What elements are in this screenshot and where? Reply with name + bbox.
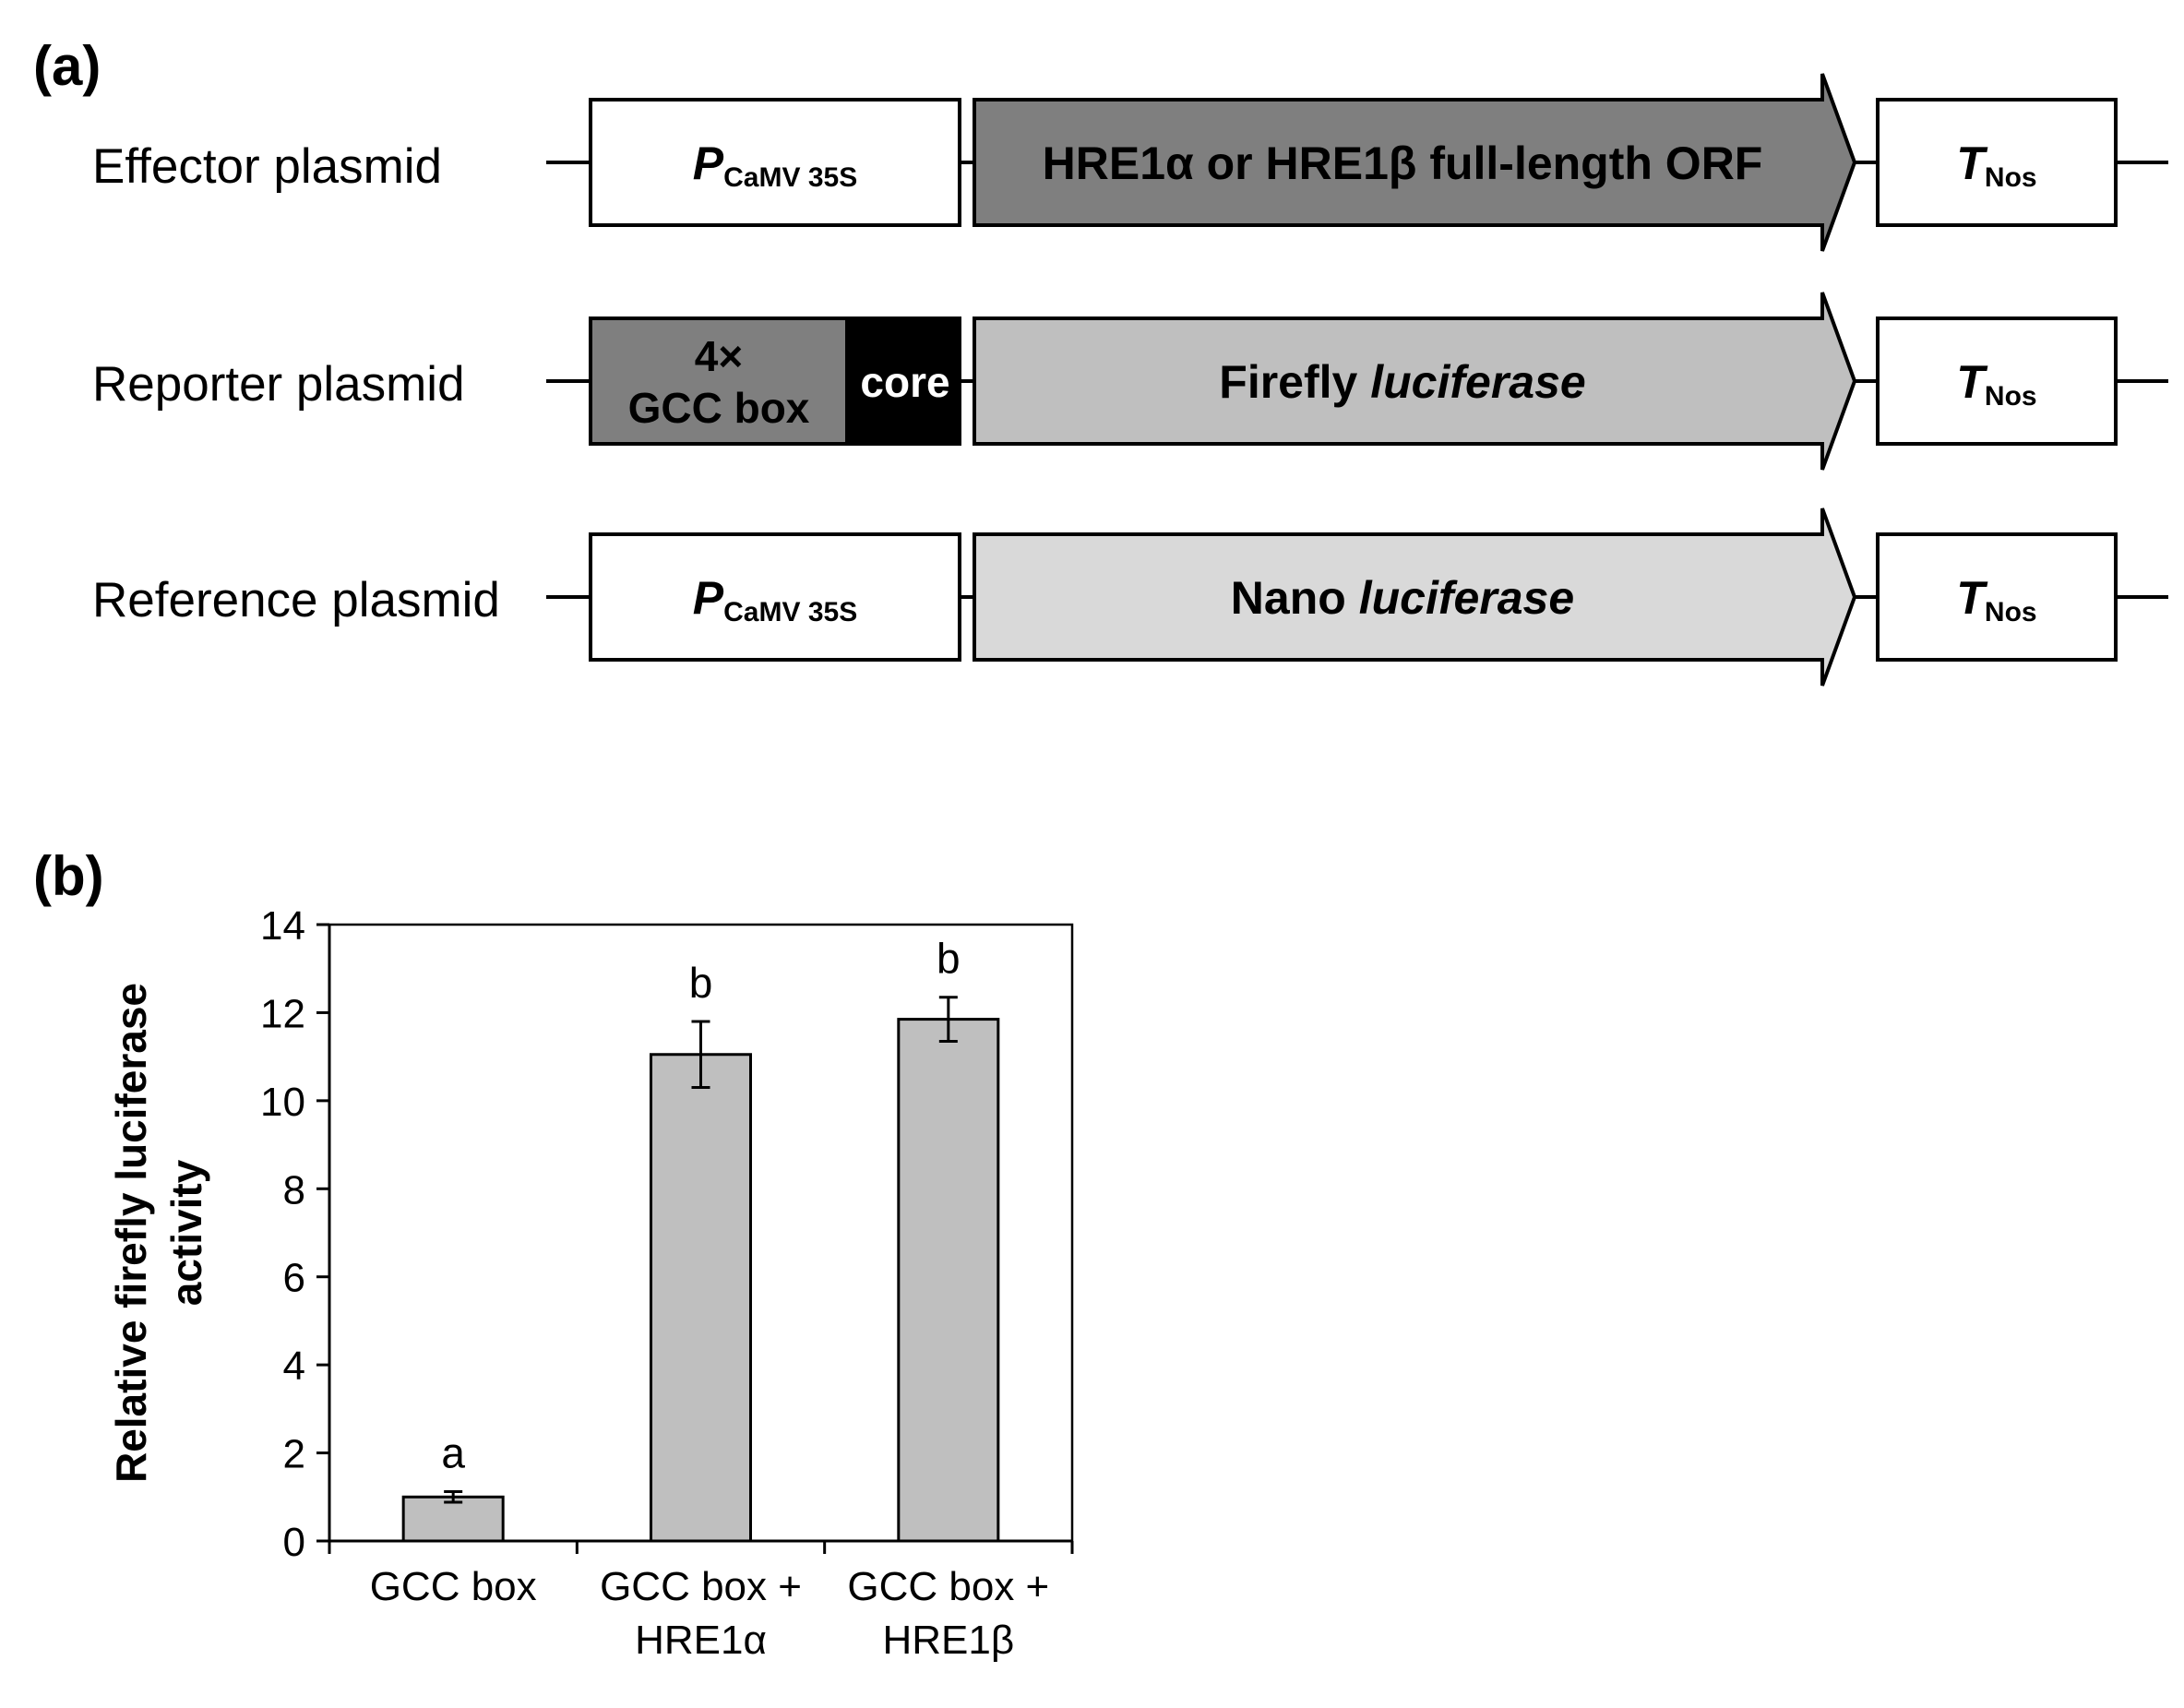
gcc-box-line1: 4× (695, 332, 743, 380)
bar (650, 1053, 752, 1543)
bar (401, 1495, 505, 1543)
category-label: GCC box (370, 1564, 537, 1609)
reference-terminator-label: TNos (1956, 572, 2036, 627)
reporter-terminator-label: TNos (1956, 356, 2036, 412)
effector-orf-label: HRE1α or HRE1β full-length ORF (1043, 137, 1763, 189)
nano-luciferase-label: Nano luciferase (1231, 572, 1574, 624)
significance-letter: a (441, 1429, 465, 1477)
core-promoter-element (845, 317, 961, 446)
reporter-terminator-box (1876, 317, 2118, 446)
effector-plasmid-label: Effector plasmid (92, 139, 442, 194)
panel-a-label: (a) (33, 35, 101, 97)
core-label: core (860, 358, 949, 406)
category-label: HRE1α (635, 1618, 767, 1663)
reference-terminator-box (1876, 532, 2118, 662)
y-tick-label: 4 (283, 1344, 305, 1389)
y-tick-label: 12 (260, 991, 305, 1036)
y-axis-label-line2: activity (162, 1159, 210, 1306)
gcc-box-line2: GCC box (628, 384, 810, 432)
reporter-construct: Reporter plasmid 4× GCC box core Firefly… (92, 292, 2168, 471)
y-tick-label: 0 (283, 1520, 305, 1565)
nano-luciferase-arrow (973, 508, 1857, 687)
reference-plasmid-label: Reference plasmid (92, 573, 500, 627)
reference-promoter-box (589, 532, 961, 662)
bar-chart: 0 2 4 6 8 10 12 14 a GCC box b GCC box + HRE1α b GCC b… (107, 903, 1074, 1663)
effector-terminator-label: TNos (1956, 137, 2036, 193)
significance-letter: b (689, 959, 713, 1007)
effector-promoter-label: PCaMV 35S (693, 137, 857, 193)
effector-construct: Effector plasmid PCaMV 35S HRE1α or HRE1… (92, 73, 2168, 252)
reporter-plasmid-label: Reporter plasmid (92, 357, 465, 412)
reference-promoter-label: PCaMV 35S (693, 572, 857, 627)
y-tick-label: 6 (283, 1256, 305, 1301)
y-tick-label: 2 (283, 1432, 305, 1477)
category-label: GCC box + (600, 1564, 802, 1609)
effector-terminator-box (1876, 98, 2118, 227)
effector-orf-arrow (973, 73, 1857, 252)
effector-promoter-box (589, 98, 961, 227)
significance-letter: b (937, 935, 961, 983)
category-label: HRE1β (882, 1618, 1014, 1663)
y-tick-label: 14 (260, 903, 305, 949)
panel-b-label: (b) (33, 845, 104, 907)
bar (897, 1018, 1000, 1543)
category-label: GCC box + (847, 1564, 1049, 1609)
firefly-luciferase-label: Firefly luciferase (1219, 356, 1585, 408)
y-tick-label: 10 (260, 1080, 305, 1125)
y-axis-label-line1: Relative firefly luciferase (107, 983, 155, 1483)
y-tick-label: 8 (283, 1167, 305, 1212)
firefly-luciferase-arrow (973, 292, 1857, 471)
reference-construct: Reference plasmid PCaMV 35S Nano lucifer… (92, 508, 2168, 687)
